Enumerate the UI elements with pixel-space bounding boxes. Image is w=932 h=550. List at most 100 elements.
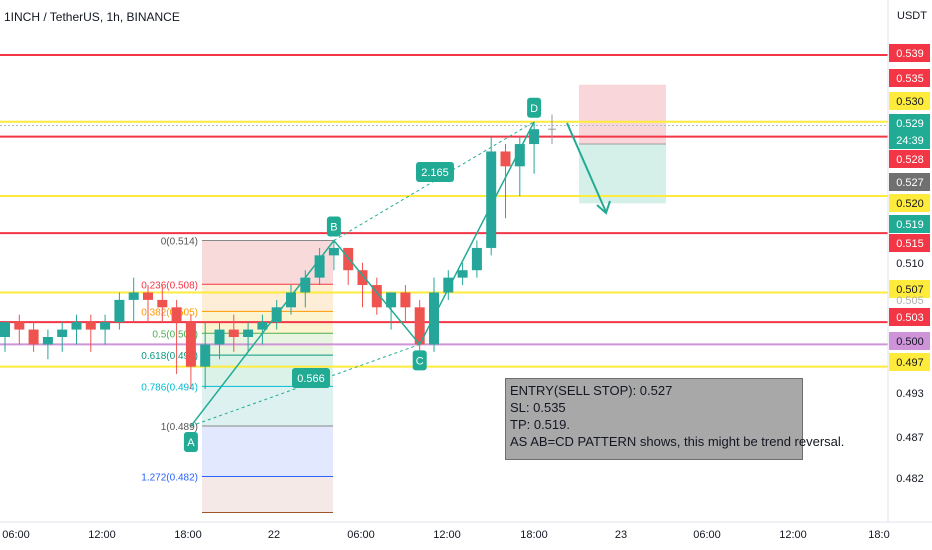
time-axis-label: 06:00 xyxy=(347,529,375,541)
time-axis-label: 06:00 xyxy=(2,529,30,541)
bearish-candle xyxy=(14,322,25,330)
pattern-point-badge xyxy=(326,216,341,237)
price-badge xyxy=(889,215,930,233)
price-badge xyxy=(889,194,930,212)
bullish-candle xyxy=(443,277,454,293)
symbol-title[interactable]: 1INCH / TetherUS, 1h, BINANCE xyxy=(4,10,180,24)
note-stop-loss: SL: 0.535 xyxy=(510,400,566,415)
pattern-ratio-badge xyxy=(416,162,454,182)
fib-level-label: 0.5(0.501) xyxy=(152,329,198,340)
pattern-point-b: B xyxy=(330,222,337,234)
price-badge xyxy=(889,131,930,149)
time-axis-label: 22 xyxy=(268,529,280,541)
time-axis-label: 18:00 xyxy=(174,529,202,541)
bullish-candle xyxy=(300,277,311,293)
fib-level-label: 1(0.489) xyxy=(161,422,198,433)
price-badge-label: 0.500 xyxy=(896,336,924,348)
fib-level-label: 1.272(0.482) xyxy=(141,473,198,484)
price-badge-label: 0.530 xyxy=(896,96,924,108)
pattern-ratio-ratio_cd: 2.165 xyxy=(421,167,449,179)
price-badge xyxy=(889,92,930,110)
fib-level-label: 0.236(0.508) xyxy=(141,280,198,291)
time-axis-label: 12:00 xyxy=(433,529,461,541)
time-axis-label: 18:0 xyxy=(868,529,889,541)
bullish-candle xyxy=(471,247,482,271)
arrow-head xyxy=(596,200,611,215)
bullish-candle xyxy=(42,337,53,345)
bullish-candle xyxy=(214,329,225,345)
bullish-candle xyxy=(0,322,10,337)
price-badge xyxy=(889,173,930,191)
bearish-candle xyxy=(185,322,196,367)
bullish-candle xyxy=(114,299,125,323)
price-badge xyxy=(889,44,930,62)
bearish-candle xyxy=(157,299,168,308)
bearish-candle xyxy=(343,247,354,271)
bearish-candle xyxy=(228,329,239,337)
trade-note-box[interactable]: ENTRY(SELL STOP): 0.527 SL: 0.535 TP: 0.… xyxy=(505,378,845,460)
price-badge xyxy=(889,150,930,168)
bearish-candle xyxy=(171,307,182,323)
price-badge-label: 0.497 xyxy=(896,357,924,369)
price-badge xyxy=(889,280,930,298)
bearish-candle xyxy=(371,285,382,308)
bullish-candle xyxy=(514,144,525,167)
bearish-candle xyxy=(143,292,153,300)
price-badge-label: 0.535 xyxy=(896,73,924,85)
bullish-candle xyxy=(243,329,254,337)
bullish-candle xyxy=(71,322,82,330)
pattern-point-c: C xyxy=(416,355,424,367)
price-badge xyxy=(889,332,930,350)
bearish-candle xyxy=(400,292,411,308)
bullish-candle xyxy=(457,270,468,278)
bearish-candle xyxy=(28,329,39,345)
bullish-candle xyxy=(257,322,268,330)
price-scale-label: 0.487 xyxy=(896,432,924,444)
pattern-point-badge xyxy=(527,97,542,118)
take-profit-zone xyxy=(579,144,666,204)
bullish-candle xyxy=(100,322,111,330)
price-badge-label: 0.539 xyxy=(896,48,924,60)
note-analysis: AS AB=CD PATTERN shows, this might be tr… xyxy=(510,434,845,449)
time-axis-label: 12:00 xyxy=(88,529,116,541)
note-take-profit: TP: 0.519. xyxy=(510,417,570,432)
fib-zone-band xyxy=(202,426,333,477)
pattern-point-d: D xyxy=(530,103,538,115)
fib-zone-band xyxy=(202,386,333,427)
price-badge-label: 0.519 xyxy=(896,219,924,231)
bullish-candle xyxy=(529,129,540,145)
bearish-candle xyxy=(414,307,425,345)
price-scale-label: 0.505 xyxy=(896,295,924,307)
pattern-ratio-badge xyxy=(292,368,330,388)
fib-zone-band xyxy=(202,284,333,312)
bullish-candle xyxy=(429,292,439,345)
bearish-candle xyxy=(357,270,368,286)
time-axis-label: 23 xyxy=(615,529,627,541)
fib-zone-band xyxy=(202,240,333,285)
price-badge xyxy=(889,234,930,252)
pattern-point-a: A xyxy=(187,437,195,449)
price-badge-label: 0.520 xyxy=(896,198,924,210)
currency-label[interactable]: USDT xyxy=(897,10,927,22)
bullish-candle xyxy=(128,292,139,300)
pattern-point-badge xyxy=(183,432,198,453)
price-badge xyxy=(889,69,930,87)
bearish-candle xyxy=(85,322,96,330)
pattern-ratio-ratio_bc: 0.566 xyxy=(297,373,325,385)
price-badge xyxy=(889,353,930,371)
time-axis-label: 18:00 xyxy=(520,529,548,541)
bullish-candle xyxy=(286,292,296,308)
price-badge xyxy=(889,114,930,132)
price-badge-label: 0.515 xyxy=(896,238,924,250)
price-badge-label: 0.503 xyxy=(896,312,924,324)
arrow-shaft xyxy=(566,122,607,213)
fib-level-label: 0.382(0.505) xyxy=(141,307,198,318)
price-badge-label: 0.507 xyxy=(896,284,924,296)
abcd-pattern-path xyxy=(190,121,535,427)
bullish-candle xyxy=(200,344,211,367)
fib-level-label: 0(0.514) xyxy=(161,237,198,248)
pattern-point-badge xyxy=(412,350,427,371)
bullish-candle xyxy=(486,151,497,248)
